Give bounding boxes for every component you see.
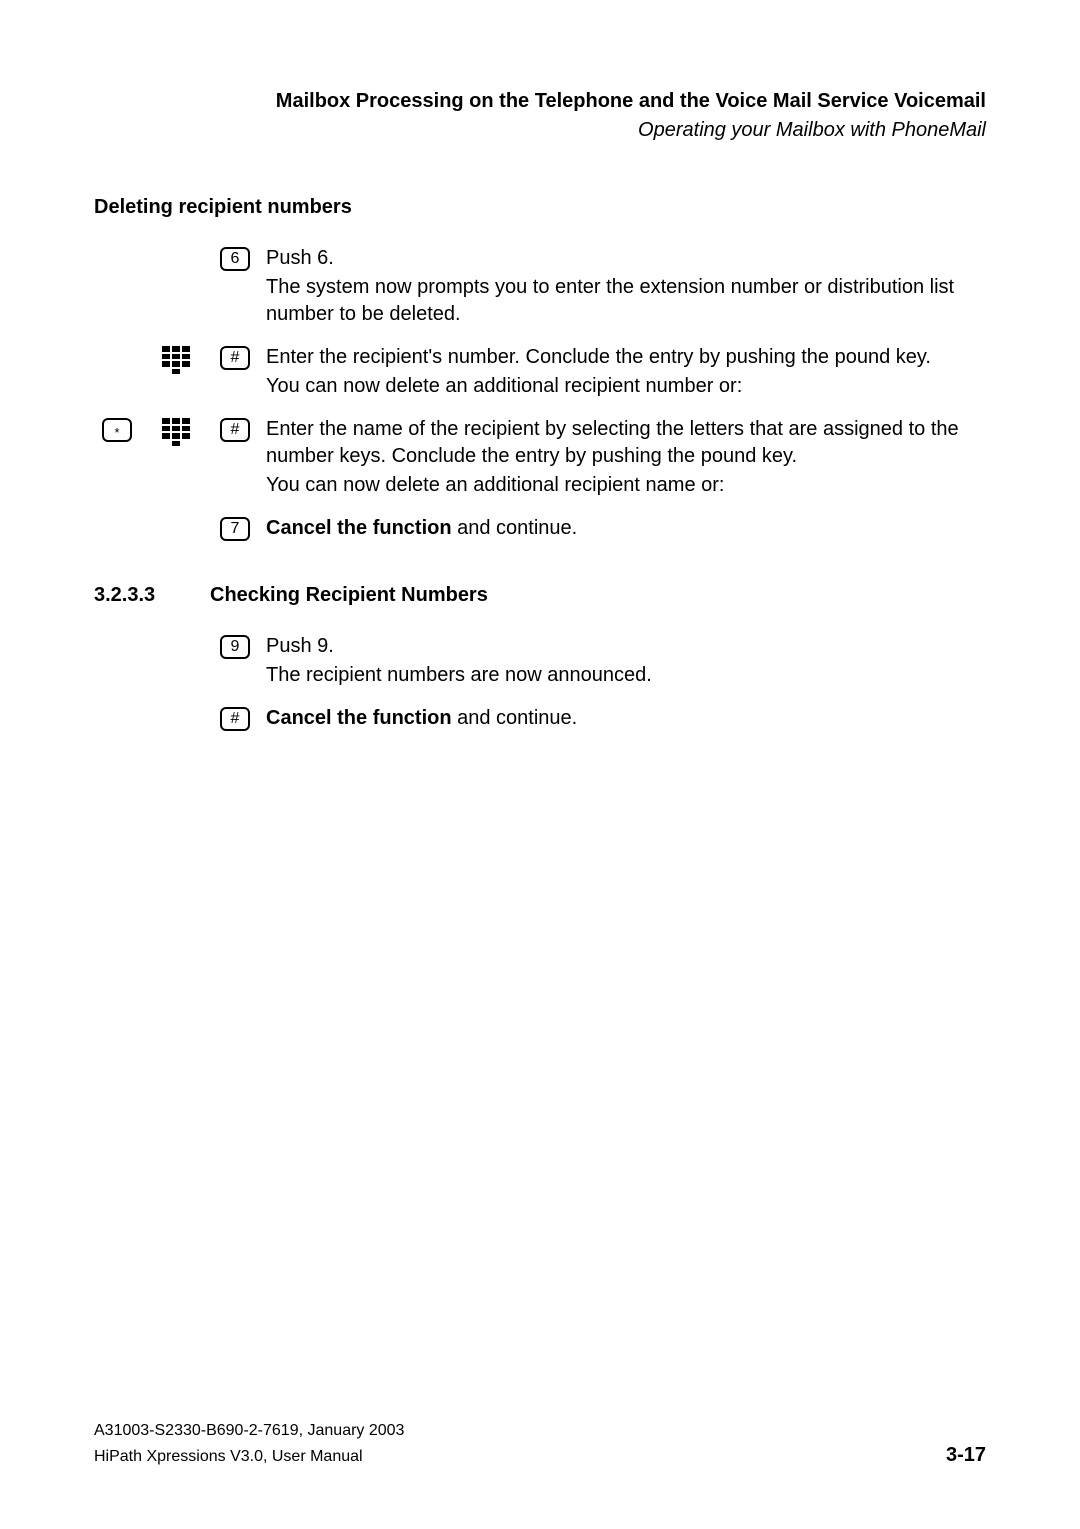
step-row: 7 Cancel the function and continue. bbox=[94, 515, 986, 544]
step-row: # Enter the recipient's number. Conclude… bbox=[94, 344, 986, 402]
key-9-icon: 9 bbox=[220, 635, 250, 659]
step-line: You can now delete an additional recipie… bbox=[266, 472, 986, 499]
key-7-icon: 7 bbox=[220, 517, 250, 541]
step-line: The system now prompts you to enter the … bbox=[266, 274, 986, 328]
step-text: Cancel the function and continue. bbox=[266, 705, 986, 734]
step-line: The recipient numbers are now announced. bbox=[266, 662, 986, 689]
subsection-title: Checking Recipient Numbers bbox=[210, 584, 488, 607]
step-line: You can now delete an additional recipie… bbox=[266, 373, 986, 400]
step-row: 9 Push 9. The recipient numbers are now … bbox=[94, 633, 986, 691]
step-line: Enter the name of the recipient by selec… bbox=[266, 416, 986, 470]
key-pound-icon: # bbox=[220, 346, 250, 370]
step-bold: Cancel the function bbox=[266, 517, 452, 539]
step-rest: and continue. bbox=[452, 517, 578, 539]
key-star-icon: * bbox=[102, 418, 132, 442]
step-rest: and continue. bbox=[452, 707, 578, 729]
header-title: Mailbox Processing on the Telephone and … bbox=[94, 88, 986, 115]
step-line: Push 6. bbox=[266, 245, 986, 272]
step-line: Enter the recipient's number. Conclude t… bbox=[266, 344, 986, 371]
step-row: 6 Push 6. The system now prompts you to … bbox=[94, 245, 986, 330]
step-bold: Cancel the function bbox=[266, 707, 452, 729]
key-pound-icon: # bbox=[220, 707, 250, 731]
step-text: Enter the name of the recipient by selec… bbox=[266, 416, 986, 501]
subsection-heading: 3.2.3.3 Checking Recipient Numbers bbox=[94, 584, 986, 607]
step-row: * # Enter the name of the recipient by s… bbox=[94, 416, 986, 501]
header-subtitle: Operating your Mailbox with PhoneMail bbox=[94, 117, 986, 144]
subsection-number: 3.2.3.3 bbox=[94, 584, 210, 607]
key-6-icon: 6 bbox=[220, 247, 250, 271]
step-text: Push 6. The system now prompts you to en… bbox=[266, 245, 986, 330]
page-header: Mailbox Processing on the Telephone and … bbox=[94, 88, 986, 144]
keypad-icon bbox=[162, 346, 190, 374]
step-row: # Cancel the function and continue. bbox=[94, 705, 986, 734]
key-pound-icon: # bbox=[220, 418, 250, 442]
page-number: 3-17 bbox=[946, 1442, 986, 1469]
section-heading-deleting: Deleting recipient numbers bbox=[94, 196, 986, 219]
footer-line-1: A31003-S2330-B690-2-7619, January 2003 bbox=[94, 1420, 986, 1442]
footer-line-2: HiPath Xpressions V3.0, User Manual bbox=[94, 1446, 363, 1468]
step-text: Push 9. The recipient numbers are now an… bbox=[266, 633, 986, 691]
step-text: Enter the recipient's number. Conclude t… bbox=[266, 344, 986, 402]
keypad-icon bbox=[162, 418, 190, 446]
step-line: Push 9. bbox=[266, 633, 986, 660]
page-footer: A31003-S2330-B690-2-7619, January 2003 H… bbox=[94, 1420, 986, 1469]
step-text: Cancel the function and continue. bbox=[266, 515, 986, 544]
